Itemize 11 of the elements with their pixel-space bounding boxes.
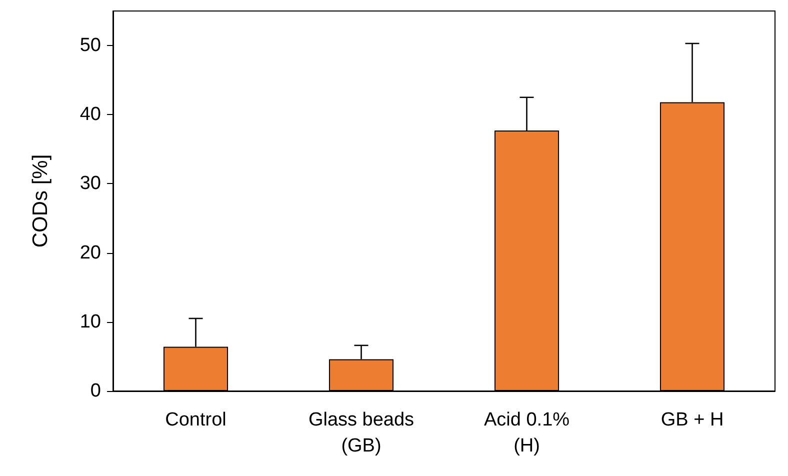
y-tick-label: 50 (80, 35, 101, 56)
x-tick-label: Control (165, 410, 226, 430)
y-tick-label: 10 (80, 311, 101, 332)
y-tick-label: 30 (80, 173, 101, 194)
x-tick-label: Acid 0.1% (H) (484, 410, 570, 456)
y-tick-label: 20 (80, 242, 101, 264)
y-axis-title: CODs [%] (29, 154, 52, 248)
x-tick-label: Glass beads (GB) (308, 410, 414, 456)
y-tick-label: 0 (90, 380, 101, 402)
y-tick-label: 40 (80, 104, 101, 126)
x-tick-label: GB + H (660, 410, 724, 430)
